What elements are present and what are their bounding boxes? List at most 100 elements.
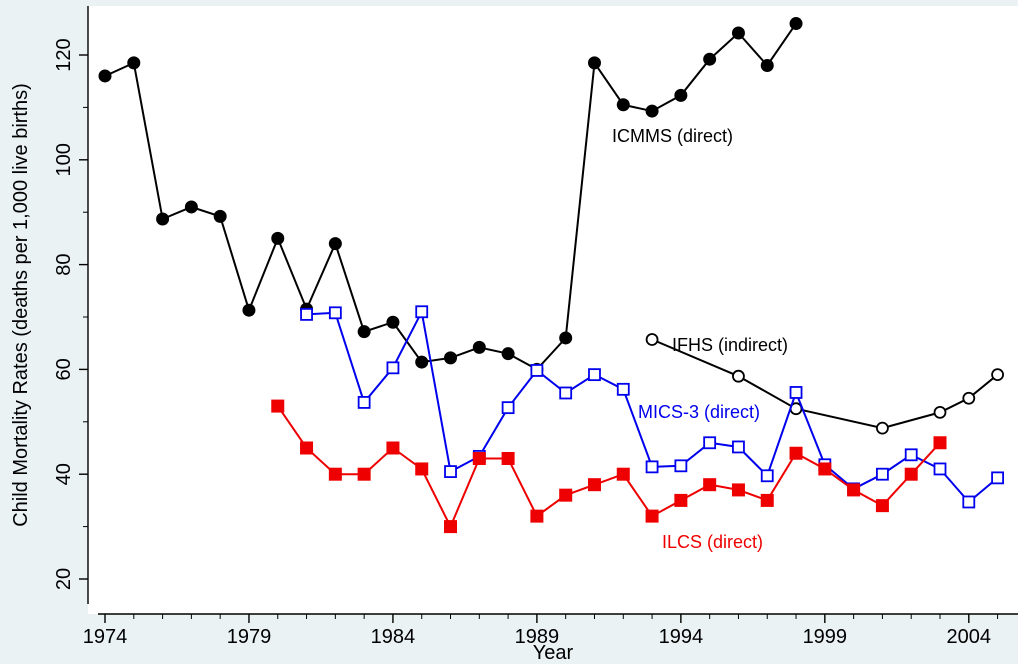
x-tick-label: 1994: [659, 626, 704, 648]
data-point: [501, 347, 515, 361]
data-point: [444, 465, 457, 478]
data-point: [674, 493, 688, 507]
series-2: [300, 305, 1004, 509]
data-point: [328, 237, 342, 251]
data-point: [760, 493, 774, 507]
data-point: [962, 495, 976, 509]
series-label-icmms: ICMMS (direct): [612, 126, 733, 146]
data-point: [703, 436, 717, 450]
data-point: [415, 462, 429, 476]
data-point: [933, 462, 947, 476]
plot-area: [88, 6, 1018, 614]
data-point: [501, 401, 515, 415]
data-point: [731, 26, 745, 40]
data-point: [156, 212, 170, 226]
data-point: [559, 488, 573, 502]
series-label-ilcs: ILCS (direct): [662, 532, 763, 552]
data-point: [674, 459, 688, 473]
series-1: [645, 333, 1004, 435]
x-tick-label: 1984: [371, 626, 416, 648]
data-point: [616, 467, 630, 481]
data-point: [904, 448, 918, 462]
data-point: [732, 440, 745, 454]
data-point: [818, 462, 832, 476]
data-point: [645, 104, 659, 118]
data-point: [876, 421, 889, 435]
data-point: [732, 369, 745, 383]
series-label-mics: MICS-3 (direct): [638, 402, 760, 422]
x-tick-label: 1989: [515, 626, 560, 648]
data-point: [328, 306, 342, 320]
data-point: [876, 467, 889, 481]
data-point: [559, 331, 573, 345]
series-layer: [98, 17, 1004, 534]
data-point: [357, 325, 371, 339]
data-point: [847, 483, 861, 497]
data-point: [386, 441, 400, 455]
axes: [87, 6, 1018, 615]
data-point: [760, 58, 774, 72]
data-point: [645, 509, 659, 523]
data-point: [789, 446, 803, 460]
data-point: [904, 467, 918, 481]
x-tick-label: 1979: [227, 626, 272, 648]
data-point: [127, 56, 141, 70]
data-point: [357, 396, 371, 409]
data-point: [991, 368, 1004, 382]
data-point: [242, 303, 256, 317]
data-point: [271, 231, 285, 245]
data-point: [415, 355, 429, 369]
x-tick-label: 2004: [947, 626, 992, 648]
data-point: [530, 364, 544, 377]
data-point: [875, 499, 889, 513]
data-point: [587, 478, 601, 492]
y-tick-label: 20: [53, 568, 75, 590]
x-tick-label: 1974: [83, 626, 128, 648]
y-axis-title: Child Mortality Rates (deaths per 1,000 …: [10, 83, 32, 527]
data-point: [386, 361, 400, 375]
data-point: [616, 382, 630, 396]
data-point: [328, 467, 342, 481]
series-0: [98, 17, 803, 376]
data-point: [703, 478, 717, 492]
series-3: [271, 399, 947, 534]
data-point: [789, 17, 803, 31]
data-point: [588, 368, 601, 382]
y-tick-label: 60: [53, 358, 75, 380]
data-point: [703, 52, 717, 66]
data-point: [300, 441, 314, 455]
data-point: [962, 391, 976, 405]
x-axis-title: Year: [533, 642, 574, 664]
data-point: [357, 467, 371, 481]
data-point: [760, 469, 774, 483]
data-point: [184, 200, 198, 214]
series-labels: ICMMS (direct) IFHS (indirect) MICS-3 (d…: [612, 126, 788, 552]
data-point: [271, 399, 285, 413]
data-point: [616, 98, 630, 112]
data-point: [300, 307, 313, 321]
data-point: [444, 351, 458, 365]
data-point: [933, 405, 947, 419]
data-point: [645, 333, 659, 346]
y-tick-label: 120: [53, 38, 75, 71]
data-point: [530, 509, 544, 523]
data-point: [472, 451, 486, 465]
data-point: [731, 483, 745, 497]
data-point: [991, 471, 1004, 485]
data-point: [444, 520, 458, 534]
ticks: 1974 1979 1984 1989 1994 1999 2004 20 40 60 80 100 1…: [53, 38, 999, 648]
data-point: [501, 451, 515, 465]
data-point: [386, 315, 400, 329]
x-tick-label: 1999: [803, 626, 848, 648]
data-point: [213, 209, 227, 223]
data-point: [645, 460, 659, 474]
data-point: [587, 56, 601, 70]
y-tick-label: 100: [53, 143, 75, 176]
data-point: [933, 436, 947, 450]
data-point: [415, 305, 429, 319]
data-point: [472, 340, 486, 354]
y-tick-label: 40: [53, 463, 75, 485]
data-point: [559, 386, 573, 400]
data-point: [789, 386, 803, 399]
y-tick-label: 80: [53, 253, 75, 275]
